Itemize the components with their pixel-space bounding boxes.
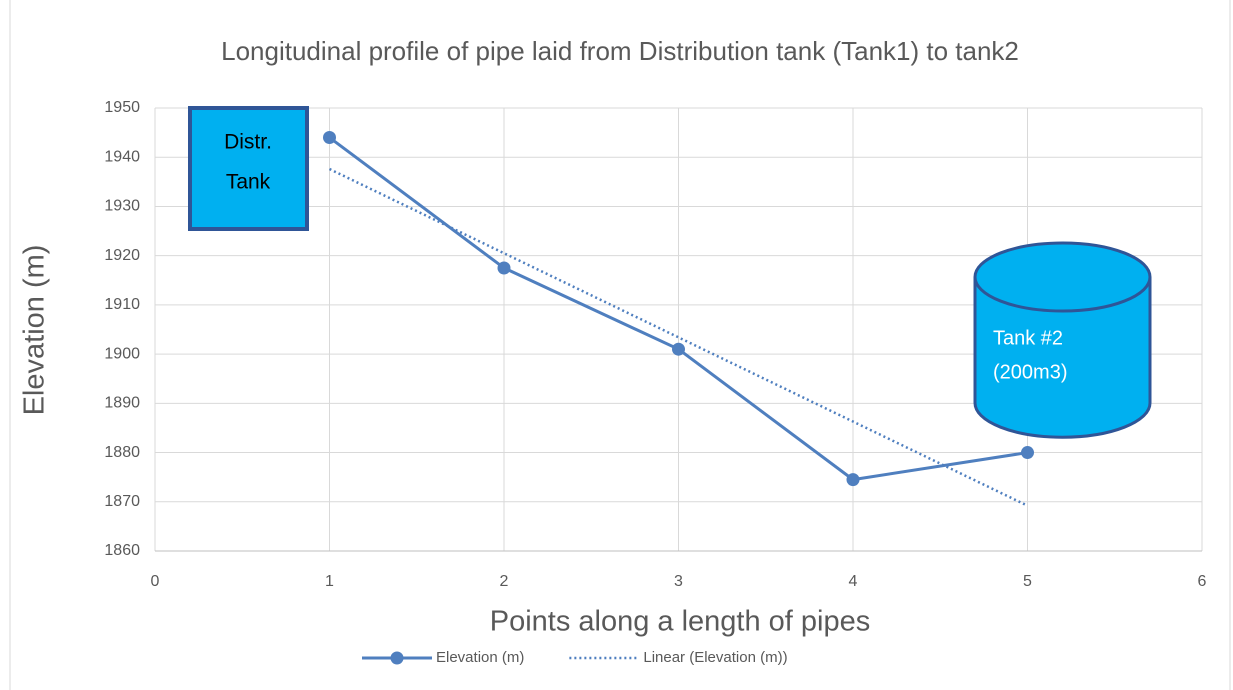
annotation: Tank #2 bbox=[993, 327, 1063, 349]
legend-marker bbox=[390, 651, 404, 665]
x-tick-label: 4 bbox=[849, 573, 858, 590]
y-tick-label: 1890 bbox=[104, 395, 140, 412]
annotation: (200m3) bbox=[993, 361, 1067, 383]
point bbox=[846, 473, 860, 487]
tank2-body bbox=[973, 277, 1152, 439]
y-tick-label: 1930 bbox=[104, 198, 140, 215]
x-tick-label: 5 bbox=[1023, 573, 1032, 590]
annotation: Tank bbox=[226, 171, 271, 194]
tank2-top bbox=[973, 241, 1152, 313]
point bbox=[1021, 446, 1034, 460]
y-tick-label: 1950 bbox=[104, 99, 140, 116]
chart-frame bbox=[9, 0, 1231, 690]
y-tick-label: 1910 bbox=[104, 296, 140, 313]
y-tick-label: 1900 bbox=[104, 345, 140, 362]
distr-tank-box bbox=[188, 106, 309, 231]
y-tick-label: 1870 bbox=[104, 493, 140, 510]
annotation: Distr. bbox=[224, 131, 272, 154]
y-axis-label: Elevation (m) bbox=[19, 245, 51, 416]
point bbox=[672, 342, 685, 356]
x-tick-label: 0 bbox=[151, 573, 160, 590]
x-tick-label: 1 bbox=[325, 573, 334, 590]
x-axis-label: Points along a length of pipes bbox=[490, 606, 871, 638]
y-tick-label: 1880 bbox=[104, 444, 140, 461]
x-tick-label: 3 bbox=[674, 573, 683, 590]
x-tick-label: 2 bbox=[500, 573, 509, 590]
y-tick-label: 1860 bbox=[104, 542, 140, 559]
y-tick-label: 1940 bbox=[104, 148, 140, 165]
point bbox=[497, 261, 511, 275]
chart-title: Longitudinal profile of pipe laid from D… bbox=[221, 36, 1019, 66]
legend-label: Linear (Elevation (m)) bbox=[643, 649, 787, 666]
y-tick-label: 1920 bbox=[104, 247, 140, 264]
trend-line bbox=[328, 167, 1029, 507]
legend-label: Elevation (m) bbox=[436, 649, 524, 666]
x-tick-label: 6 bbox=[1198, 573, 1207, 590]
point bbox=[323, 131, 336, 145]
